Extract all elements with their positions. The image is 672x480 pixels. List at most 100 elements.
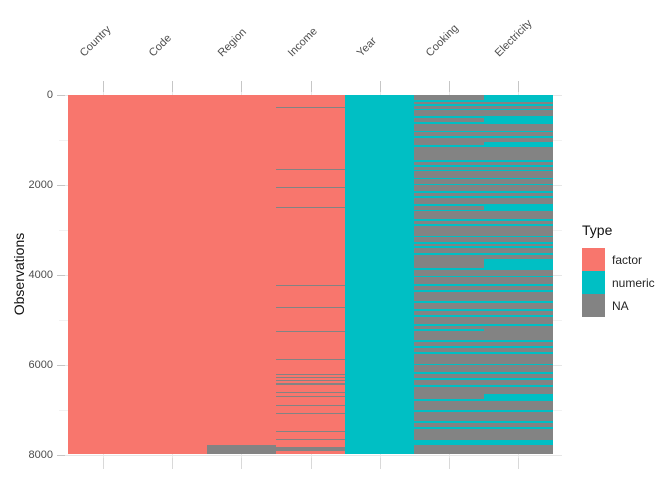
y-tick	[57, 365, 65, 366]
band-factor	[275, 108, 346, 169]
band-na	[483, 179, 553, 184]
band-numeric	[483, 346, 553, 348]
band-numeric	[345, 95, 415, 454]
column-country	[68, 95, 138, 454]
band-na	[483, 243, 553, 247]
band-numeric	[414, 160, 484, 162]
band-numeric	[414, 284, 484, 287]
band-na	[414, 341, 484, 347]
legend-entry-factor: factor	[582, 248, 655, 271]
column-region	[206, 95, 276, 454]
band-factor	[275, 384, 346, 392]
band-na	[414, 171, 484, 178]
y-tick-label: 0	[46, 89, 53, 101]
y-tick-label: 6000	[28, 359, 53, 371]
band-numeric	[483, 352, 553, 355]
band-factor	[275, 332, 346, 359]
band-na	[483, 220, 553, 225]
legend-swatch-factor	[582, 248, 605, 271]
column-label-electricity: Electricity	[493, 17, 535, 60]
band-na	[414, 132, 484, 136]
band-factor	[275, 397, 346, 405]
band-na	[483, 286, 553, 291]
band-factor	[275, 308, 346, 331]
band-na	[414, 95, 484, 101]
band-na	[414, 161, 484, 166]
band-numeric	[483, 203, 553, 206]
band-numeric	[483, 252, 553, 255]
band-na	[483, 331, 553, 340]
band-numeric	[483, 224, 553, 227]
band-na	[483, 365, 553, 373]
band-na	[414, 117, 484, 122]
legend-title: Type	[582, 222, 613, 238]
band-na	[414, 303, 484, 309]
band-numeric	[483, 440, 553, 445]
plot-panel	[59, 92, 562, 458]
band-na	[414, 146, 484, 161]
y-tick-label: 8000	[28, 449, 53, 461]
band-factor	[275, 440, 346, 447]
band-numeric	[483, 410, 553, 412]
band-na	[414, 365, 484, 373]
band-factor	[275, 375, 346, 377]
band-factor	[275, 432, 346, 440]
band-numeric	[414, 165, 484, 168]
band-na	[414, 373, 484, 379]
band-na	[414, 179, 484, 184]
y-tick-label: 2000	[28, 179, 53, 191]
band-numeric	[414, 209, 484, 212]
band-na	[414, 259, 484, 269]
band-na	[414, 167, 484, 170]
x-tick-top	[449, 81, 451, 92]
y-tick	[57, 455, 65, 456]
band-numeric	[483, 235, 553, 238]
band-na	[483, 347, 553, 353]
band-numeric	[483, 378, 553, 380]
band-factor	[275, 286, 346, 307]
x-tick-top	[310, 81, 312, 92]
band-numeric	[414, 352, 484, 355]
band-na	[414, 270, 484, 276]
band-na	[483, 303, 553, 309]
band-factor	[68, 95, 138, 454]
y-tick-label: 4000	[28, 269, 53, 281]
band-numeric	[414, 191, 484, 193]
band-na	[414, 379, 484, 386]
band-na	[483, 387, 553, 395]
band-numeric	[483, 394, 553, 399]
band-na	[483, 247, 553, 253]
band-na	[483, 237, 553, 242]
band-numeric	[414, 275, 484, 278]
band-numeric	[414, 372, 484, 374]
band-numeric	[483, 290, 553, 292]
band-numeric	[483, 170, 553, 172]
column-year	[345, 95, 415, 454]
band-numeric	[414, 235, 484, 238]
band-factor	[275, 378, 346, 381]
band-na	[414, 192, 484, 197]
x-tick-top	[379, 81, 381, 92]
band-na	[414, 137, 484, 143]
band-numeric	[414, 224, 484, 227]
band-na	[275, 376, 346, 379]
band-na	[483, 197, 553, 204]
column-code	[137, 95, 207, 454]
band-na	[414, 394, 484, 399]
band-numeric	[483, 117, 553, 122]
legend-swatch-numeric	[582, 271, 605, 294]
band-na	[414, 211, 484, 219]
band-numeric	[483, 130, 553, 133]
band-na	[483, 444, 553, 455]
band-na	[275, 430, 346, 433]
band-numeric	[414, 346, 484, 348]
band-factor	[275, 170, 346, 187]
band-na	[483, 211, 553, 219]
band-na	[275, 373, 346, 376]
band-na	[483, 422, 553, 427]
band-numeric	[483, 246, 553, 248]
band-na	[414, 185, 484, 192]
band-numeric	[414, 421, 484, 423]
band-numeric	[483, 268, 553, 271]
band-numeric	[483, 116, 553, 118]
